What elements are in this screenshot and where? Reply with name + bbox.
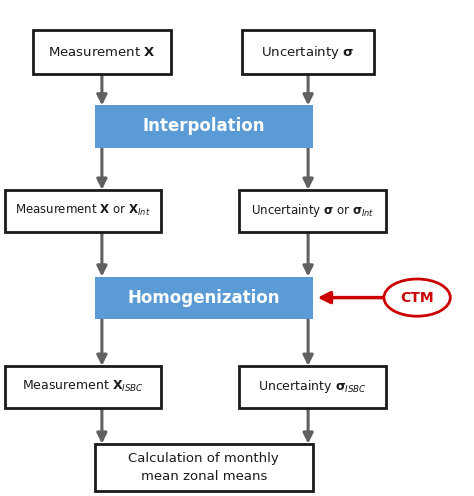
Text: Measurement $\mathbf{X}$ or $\mathbf{X}_{\mathit{Int}}$: Measurement $\mathbf{X}$ or $\mathbf{X}_… bbox=[15, 203, 151, 218]
Text: Measurement $\mathbf{X}$: Measurement $\mathbf{X}$ bbox=[48, 46, 155, 59]
Text: Measurement $\mathbf{X}_{\mathit{ISBC}}$: Measurement $\mathbf{X}_{\mathit{ISBC}}$ bbox=[22, 379, 144, 394]
Text: Calculation of monthly
mean zonal means: Calculation of monthly mean zonal means bbox=[128, 452, 279, 483]
Text: Uncertainty $\mathbf{\sigma}$: Uncertainty $\mathbf{\sigma}$ bbox=[262, 44, 355, 61]
FancyBboxPatch shape bbox=[95, 277, 313, 318]
FancyBboxPatch shape bbox=[242, 30, 374, 74]
FancyBboxPatch shape bbox=[33, 30, 171, 74]
Text: Interpolation: Interpolation bbox=[143, 118, 265, 135]
Text: Uncertainty $\mathbf{\sigma}_{\mathit{ISBC}}$: Uncertainty $\mathbf{\sigma}_{\mathit{IS… bbox=[258, 378, 367, 395]
FancyBboxPatch shape bbox=[239, 190, 386, 232]
FancyBboxPatch shape bbox=[95, 106, 313, 148]
Text: CTM: CTM bbox=[401, 291, 434, 305]
Text: Homogenization: Homogenization bbox=[128, 289, 280, 307]
Text: Uncertainty $\mathbf{\sigma}$ or $\mathbf{\sigma}_{\mathit{Int}}$: Uncertainty $\mathbf{\sigma}$ or $\mathb… bbox=[251, 202, 374, 219]
FancyBboxPatch shape bbox=[95, 443, 313, 491]
FancyBboxPatch shape bbox=[239, 366, 386, 408]
FancyBboxPatch shape bbox=[5, 190, 161, 232]
FancyBboxPatch shape bbox=[5, 366, 161, 408]
